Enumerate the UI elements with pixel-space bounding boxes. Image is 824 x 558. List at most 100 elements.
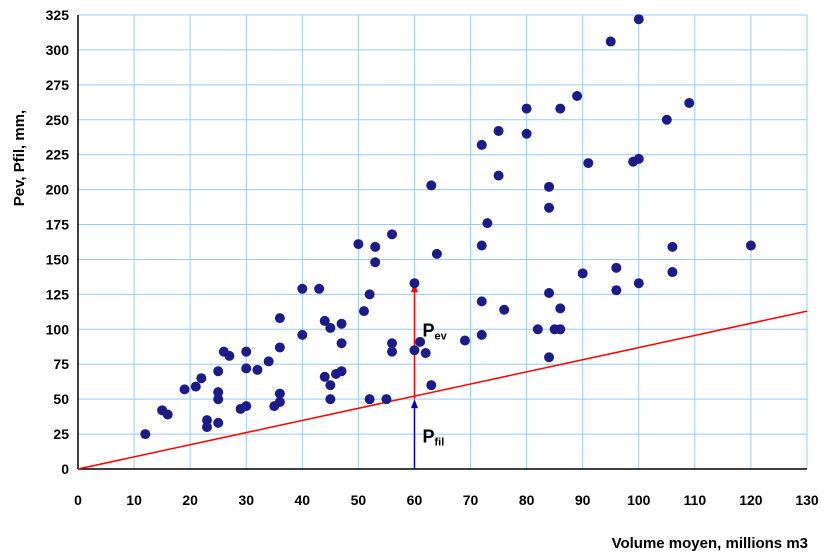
x-tick-label: 90 bbox=[575, 492, 591, 508]
data-point bbox=[544, 287, 555, 298]
data-point bbox=[521, 128, 532, 139]
y-tick-label: 250 bbox=[46, 112, 70, 128]
data-point bbox=[426, 180, 437, 191]
data-point bbox=[633, 14, 644, 25]
data-point bbox=[370, 257, 381, 268]
data-point bbox=[274, 313, 285, 324]
fil-arrow-head bbox=[410, 399, 418, 409]
data-point bbox=[364, 289, 375, 300]
data-point bbox=[459, 335, 470, 346]
data-point bbox=[241, 401, 252, 412]
x-tick-label: 100 bbox=[627, 492, 651, 508]
y-tick-label: 200 bbox=[46, 182, 70, 198]
grid bbox=[77, 14, 808, 470]
data-point bbox=[555, 324, 566, 335]
data-point bbox=[358, 306, 369, 317]
x-tick-label: 60 bbox=[407, 492, 423, 508]
y-tick-label: 225 bbox=[46, 147, 70, 163]
data-point bbox=[201, 415, 212, 426]
data-point bbox=[482, 218, 493, 229]
data-point bbox=[381, 394, 392, 405]
x-tick-label: 0 bbox=[74, 492, 82, 508]
pfil-label: Pfil bbox=[422, 426, 444, 448]
data-point bbox=[476, 240, 487, 251]
data-point bbox=[162, 409, 173, 420]
y-tick-label: 175 bbox=[46, 217, 70, 233]
x-tick-label: 110 bbox=[684, 492, 707, 508]
y-axis-title: Pev, Pfil, mm, bbox=[11, 110, 28, 206]
data-point bbox=[605, 36, 616, 47]
data-point bbox=[532, 324, 543, 335]
annotation-arrows bbox=[410, 283, 418, 469]
data-point bbox=[431, 248, 442, 259]
data-point bbox=[252, 364, 263, 375]
data-point bbox=[319, 371, 330, 382]
data-point bbox=[274, 342, 285, 353]
x-tick-label: 30 bbox=[238, 492, 254, 508]
data-point bbox=[213, 387, 224, 398]
data-point bbox=[544, 352, 555, 363]
data-point bbox=[745, 240, 756, 251]
data-point bbox=[583, 158, 594, 169]
data-point bbox=[661, 114, 672, 125]
data-point bbox=[387, 346, 398, 357]
data-point bbox=[684, 98, 695, 109]
data-point bbox=[190, 381, 201, 392]
data-point bbox=[353, 239, 364, 250]
data-point bbox=[577, 268, 588, 279]
data-point bbox=[387, 338, 398, 349]
data-point bbox=[325, 380, 336, 391]
data-point bbox=[325, 322, 336, 333]
data-point bbox=[611, 285, 622, 296]
data-point bbox=[409, 345, 420, 356]
y-tick-label: 150 bbox=[46, 251, 70, 267]
data-point bbox=[555, 303, 566, 314]
data-point bbox=[241, 363, 252, 374]
data-point bbox=[499, 304, 510, 315]
data-point bbox=[667, 267, 678, 278]
data-point bbox=[140, 429, 151, 440]
data-point bbox=[572, 91, 583, 102]
y-tick-label: 25 bbox=[53, 426, 69, 442]
data-point bbox=[201, 422, 212, 433]
y-tick-label: 325 bbox=[46, 7, 70, 23]
data-point bbox=[420, 348, 431, 359]
pev-label: Pev bbox=[422, 320, 447, 342]
x-tick-label: 120 bbox=[739, 492, 763, 508]
y-tick-label: 125 bbox=[46, 286, 70, 302]
data-point bbox=[426, 380, 437, 391]
data-point bbox=[213, 366, 224, 377]
x-tick-labels: 0 10 20 30 40 50 60 70 80 90 100 110 120 130 bbox=[74, 492, 819, 508]
data-point bbox=[314, 283, 325, 294]
data-point bbox=[336, 338, 347, 349]
data-point bbox=[633, 278, 644, 289]
data-point bbox=[493, 170, 504, 181]
data-point bbox=[370, 241, 381, 252]
data-point bbox=[274, 388, 285, 399]
data-point bbox=[555, 103, 566, 114]
annotation-labels: Pev Pfil bbox=[422, 320, 447, 448]
x-tick-label: 40 bbox=[295, 492, 311, 508]
data-point bbox=[241, 346, 252, 357]
pfil-line bbox=[77, 310, 808, 470]
data-point bbox=[213, 417, 224, 428]
data-point bbox=[319, 315, 330, 326]
pfil-line-segment bbox=[77, 310, 808, 470]
x-axis-title: Volume moyen, millions m3 bbox=[612, 535, 808, 552]
data-point bbox=[521, 103, 532, 114]
data-point bbox=[476, 329, 487, 340]
data-point bbox=[409, 278, 420, 289]
data-point bbox=[213, 394, 224, 405]
y-tick-label: 275 bbox=[46, 77, 70, 93]
x-tick-label: 80 bbox=[519, 492, 535, 508]
data-point bbox=[667, 241, 678, 252]
data-point bbox=[224, 350, 235, 361]
data-point bbox=[297, 283, 308, 294]
data-point bbox=[297, 329, 308, 340]
data-points bbox=[140, 14, 756, 440]
data-point bbox=[364, 394, 375, 405]
y-tick-label: 0 bbox=[61, 461, 69, 477]
y-tick-label: 100 bbox=[46, 321, 70, 337]
x-tick-label: 50 bbox=[351, 492, 367, 508]
